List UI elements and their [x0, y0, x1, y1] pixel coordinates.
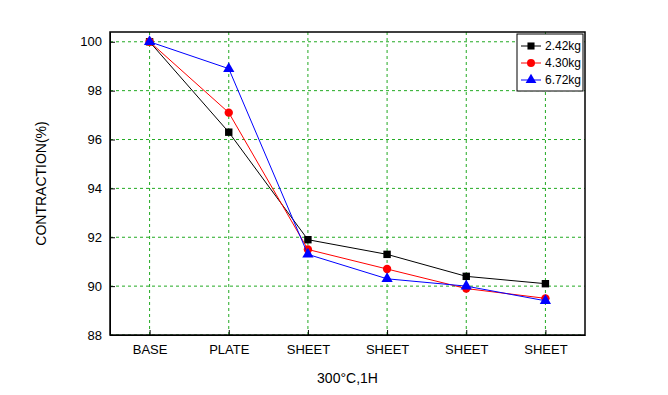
x-tick-label: BASE: [133, 342, 168, 357]
marker: [383, 251, 390, 258]
marker: [381, 272, 392, 282]
x-tick: SHEET: [366, 330, 409, 357]
x-tick-label: SHEET: [524, 342, 567, 357]
y-tick-label: 90: [88, 279, 102, 294]
y-tick-mark: [110, 286, 115, 287]
y-tick-label: 96: [88, 132, 102, 147]
y-tick-mark: [110, 91, 115, 92]
plot-frame: [110, 32, 585, 335]
y-tick: 90: [88, 279, 115, 294]
marker: [542, 280, 549, 287]
series-line: [150, 42, 546, 299]
x-tick-mark: [150, 330, 151, 335]
x-tick-label: SHEET: [366, 342, 409, 357]
grid-line: [110, 286, 585, 287]
legend-label: 6.72kg: [545, 73, 581, 87]
grid-line: [110, 188, 585, 189]
x-tick: SHEET: [524, 330, 567, 357]
x-tick-mark: [308, 330, 309, 335]
legend-label: 4.30kg: [545, 56, 581, 70]
grid-line: [110, 237, 585, 238]
y-tick: 98: [88, 83, 115, 98]
x-tick: SHEET: [445, 330, 488, 357]
marker: [225, 108, 233, 116]
series-line: [150, 42, 546, 301]
y-tick-mark: [110, 42, 115, 43]
legend-box: [517, 34, 583, 91]
marker: [144, 35, 155, 45]
x-axis: BASE PLATE SHEET SHEET SHEET SHEET: [111, 330, 586, 357]
x-tick-mark: [545, 330, 546, 335]
x-tick-label: SHEET: [287, 342, 330, 357]
y-tick: 92: [88, 230, 115, 245]
marker: [225, 128, 232, 135]
legend-marker: [526, 74, 537, 83]
y-tick-label: 94: [88, 181, 102, 196]
marker: [383, 265, 391, 273]
y-axis: 88 90 92 94 96 98 100: [80, 33, 115, 343]
legend-marker: [527, 42, 534, 49]
marker: [540, 294, 551, 304]
grid-line: [149, 32, 150, 335]
y-tick-label: 88: [88, 328, 102, 343]
y-tick-mark: [110, 188, 115, 189]
y-axis-title: CONTRACTION(%): [33, 121, 49, 245]
legend: 2.42kg 4.30kg 6.72kg: [517, 34, 583, 91]
x-tick: BASE: [133, 330, 168, 357]
y-tick: 94: [88, 181, 115, 196]
x-axis-title: 300°C,1H: [317, 370, 378, 386]
y-tick-mark: [110, 140, 115, 141]
marker: [302, 248, 313, 258]
grid-line: [110, 90, 585, 91]
x-tick-label: PLATE: [209, 342, 250, 357]
x-tick: PLATE: [209, 330, 250, 357]
grid: [110, 32, 585, 335]
plot: 88 90 92 94 96 98 100 BASE PLATE SHEET SHEET SHEET S…: [80, 32, 585, 357]
y-tick-label: 92: [88, 230, 102, 245]
grid-line: [110, 41, 585, 42]
legend-label: 2.42kg: [545, 39, 581, 53]
marker: [223, 62, 234, 72]
chart: 88 90 92 94 96 98 100 BASE PLATE SHEET SHEET SHEET S…: [0, 0, 668, 395]
marks: [144, 35, 551, 304]
x-tick-mark: [229, 330, 230, 335]
y-tick-label: 100: [80, 34, 102, 49]
legend-marker: [527, 59, 535, 67]
y-tick-mark: [110, 237, 115, 238]
marker: [461, 280, 472, 290]
y-tick-label: 98: [88, 83, 102, 98]
y-tick: 100: [80, 34, 115, 49]
x-tick: SHEET: [287, 330, 330, 357]
x-axis-line: [111, 335, 586, 336]
x-tick-mark: [466, 330, 467, 335]
grid-line: [387, 32, 388, 335]
y-tick: 96: [88, 132, 115, 147]
marker: [463, 273, 470, 280]
series-line: [150, 42, 546, 284]
y-axis-line: [110, 33, 111, 336]
grid-line: [110, 139, 585, 140]
grid-line: [228, 32, 229, 335]
marker: [304, 236, 311, 243]
x-tick-label: SHEET: [445, 342, 488, 357]
grid-line: [307, 32, 308, 335]
x-tick-mark: [387, 330, 388, 335]
